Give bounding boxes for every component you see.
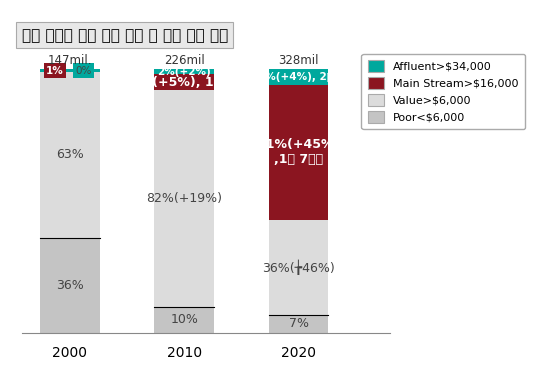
Text: 2%(+2%): 2%(+2%): [157, 67, 211, 77]
Bar: [269, 85, 328, 219]
Text: 36%: 36%: [56, 279, 83, 292]
Text: 328mil: 328mil: [279, 54, 319, 67]
Text: 1%: 1%: [46, 65, 64, 75]
Legend: Affluent>$34,000, Main Stream>$16,000, Value>$6,000, Poor<$6,000: Affluent>$34,000, Main Stream>$16,000, V…: [362, 54, 525, 130]
Bar: [154, 90, 214, 307]
Bar: [154, 69, 214, 74]
Bar: [269, 314, 328, 333]
Text: 6%(+4%), 2천만: 6%(+4%), 2천만: [258, 72, 339, 82]
Bar: [269, 69, 328, 85]
Bar: [154, 74, 214, 90]
Text: 7%: 7%: [289, 317, 309, 330]
Bar: [40, 238, 100, 333]
Bar: [40, 72, 100, 238]
Text: 147mil.: 147mil.: [48, 54, 92, 67]
Text: 51%(+45%)
,1억 7천만: 51%(+45%) ,1억 7천만: [257, 138, 340, 166]
Text: 82%(+19%): 82%(+19%): [146, 192, 222, 205]
Text: 63%: 63%: [56, 148, 83, 161]
Text: 10%: 10%: [170, 313, 198, 326]
Text: 0%: 0%: [75, 65, 92, 75]
Text: 6%(+5%), 14백만: 6%(+5%), 14백만: [131, 76, 237, 89]
Text: 36%(╆46%): 36%(╆46%): [262, 259, 335, 275]
Bar: [40, 69, 100, 72]
Text: 226mil: 226mil: [164, 54, 204, 67]
Bar: [154, 307, 214, 333]
Bar: [269, 219, 328, 314]
Text: 중국 도시의 인구 소득 수준 및 계층 변화 요약: 중국 도시의 인구 소득 수준 및 계층 변화 요약: [22, 28, 228, 43]
